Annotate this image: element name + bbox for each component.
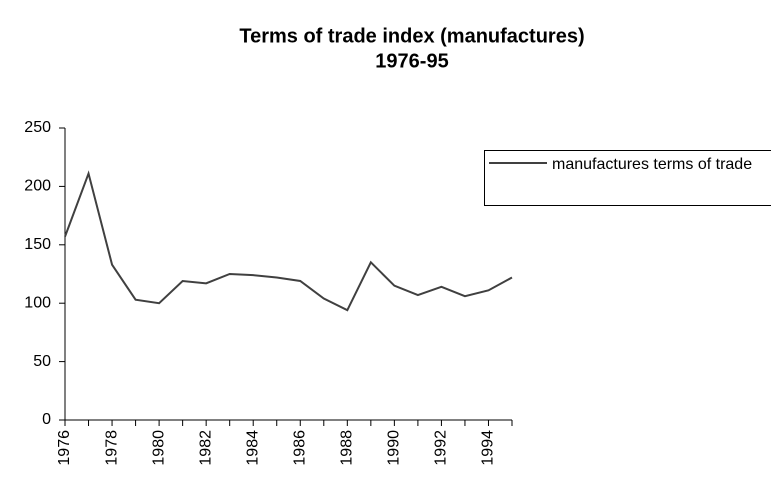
x-tick-label: 1988: [339, 430, 356, 466]
x-tick-label: 1992: [433, 430, 450, 466]
x-tick-label: 1978: [103, 430, 120, 466]
x-tick-label: 1994: [480, 430, 497, 466]
y-tick-label: 50: [33, 353, 51, 370]
y-tick-label: 150: [24, 236, 51, 253]
chart-subtitle: 1976-95: [375, 50, 448, 72]
x-tick-label: 1982: [197, 430, 214, 466]
y-tick-label: 250: [24, 119, 51, 136]
x-tick-label: 1986: [291, 430, 308, 466]
x-tick-label: 1984: [244, 430, 261, 466]
legend-label: manufactures terms of trade: [552, 156, 753, 173]
legend: [484, 150, 771, 206]
x-tick-label: 1980: [150, 430, 167, 466]
x-tick-label: 1976: [56, 430, 73, 466]
data-line: [64, 170, 513, 312]
chart-title: Terms of trade index (manufactures): [239, 25, 584, 47]
x-tick-label: 1990: [386, 430, 403, 466]
y-tick-label: 200: [24, 178, 51, 195]
y-tick-label: 0: [42, 411, 51, 428]
y-tick-label: 100: [24, 294, 51, 311]
